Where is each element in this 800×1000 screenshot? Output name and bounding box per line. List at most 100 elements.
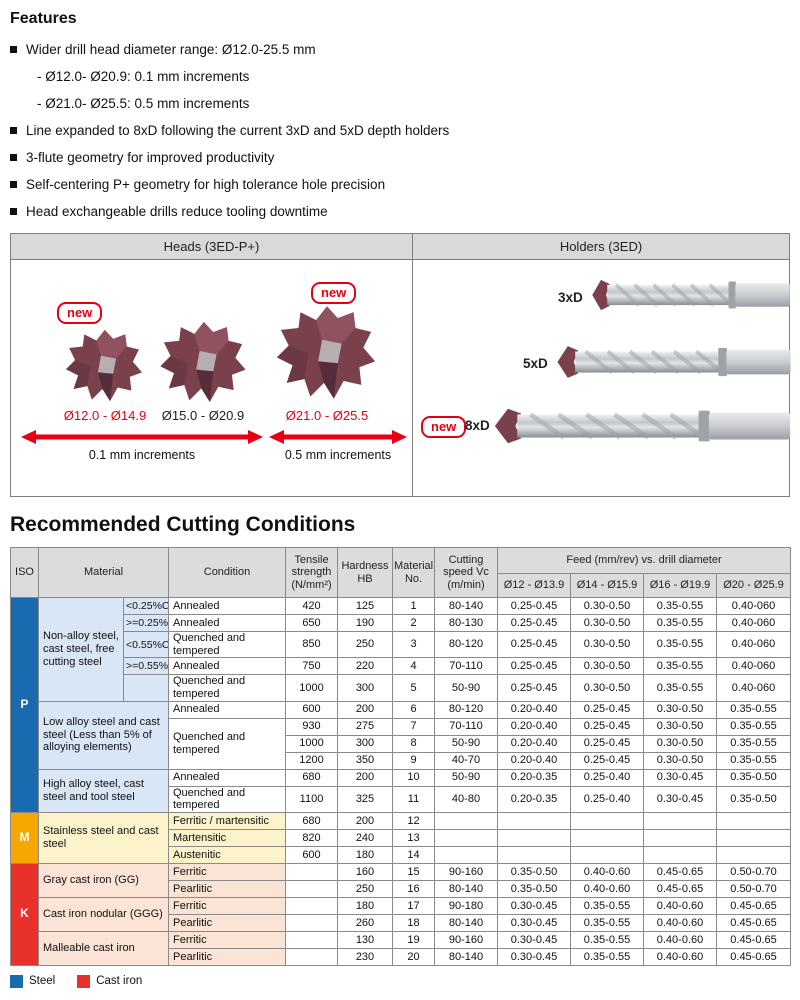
table-cell [434,828,498,847]
table-row: Martensitic 820 240 13 [11,828,792,847]
condition-cell: Ferritic [168,862,286,881]
table-cell: 0.35-0.55 [570,930,644,949]
table-cell: 0.20-0.40 [497,700,571,719]
table-cell: 0.30-0.45 [497,947,571,966]
increment-label-1: 0.1 mm increments [88,448,196,462]
table-cell: 1200 [285,751,338,770]
table-cell [643,811,717,830]
table-cell: 17 [392,896,435,915]
table-cell: 4 [392,657,435,676]
table-cell [643,828,717,847]
table-cell: 680 [285,811,338,830]
table-cell: 80-120 [434,630,498,659]
holders-panel-title: Holders (3ED) [559,239,643,254]
heads-holders-panel: Heads (3ED-P+) Holders (3ED) new new Ø12… [10,233,790,497]
table-cell: 0.45-0.65 [715,913,792,932]
cutting-conditions-table: ISO Material Condition Tensile strength … [10,547,792,966]
material-cell: Non-alloy steel, cast steel, free cuttin… [38,597,124,702]
table-cell [497,845,571,864]
condition-cell: Pearlitic [168,947,286,966]
iso-cell-k: K [10,862,39,966]
table-cell: 0.25-0.45 [497,630,571,659]
panel-body: new new Ø12.0 - Ø14.9 Ø15.0 - Ø20.9 Ø21.… [11,260,789,496]
col-header-feed-d20: Ø20 - Ø25.9 [715,573,792,598]
feature-item: Self-centering P+ geometry for high tole… [10,171,790,198]
table-row: >=0.55%CAnnealed750220470-1100.25-0.450.… [11,657,792,676]
table-cell: 1000 [285,674,338,702]
table-cell: 180 [337,896,393,915]
table-cell: 90-160 [434,930,498,949]
table-row: Pearlitic 260 18 80-140 0.30-0.45 0.35-0.55 0.… [11,913,792,932]
table-cell: 14 [392,845,435,864]
table-row: High alloy steel, cast steel and tool st… [11,768,792,813]
table-cell: 0.35-0.55 [715,751,792,770]
table-cell [285,930,338,949]
table-cell [643,845,717,864]
table-cell: 0.30-0.45 [497,913,571,932]
table-cell: 0.45-0.65 [643,862,717,881]
table-row: K Gray cast iron (GG) Ferritic 160 15 90-160 0… [10,862,792,966]
feature-text: - Ø21.0- Ø25.5: 0.5 mm increments [37,96,250,111]
table-cell: 7 [392,717,435,736]
carbon-cell: <0.25%C [123,597,169,615]
bullet-icon [10,208,17,215]
table-cell: 180 [337,845,393,864]
table-cell: 13 [392,828,435,847]
table-cell [715,845,792,864]
material-cell: Cast iron nodular (GGG) [38,896,169,932]
head-range-1: Ø12.0 - Ø14.9 [63,408,147,423]
condition-cell: Ferritic [168,930,286,949]
table-cell: 5 [392,674,435,702]
increment-arrow-left [21,430,263,444]
carbon-cell: <0.55%C [123,630,169,659]
table-cell: 0.30-0.50 [570,597,644,615]
heads-area: new new Ø12.0 - Ø14.9 Ø15.0 - Ø20.9 Ø21.… [11,260,413,496]
table-cell [285,947,338,966]
carbon-cell: >=0.25%C [123,614,169,632]
table-cell: 0.45-0.65 [715,947,792,966]
table-cell: 90-180 [434,896,498,915]
table-cell: 0.45-0.65 [715,930,792,949]
table-cell: 650 [285,614,338,632]
table-cell: 125 [337,597,393,615]
table-cell [285,879,338,898]
table-cell: 600 [285,845,338,864]
table-cell: 0.40-060 [715,630,792,659]
table-cell: 260 [337,913,393,932]
heads-panel-title: Heads (3ED-P+) [11,234,413,259]
table-cell: 0.35-0.50 [715,768,792,787]
legend-label: Cast iron [96,975,143,988]
table-cell: 300 [337,734,393,753]
condition-cell: Annealed [168,614,286,632]
table-cell: 200 [337,700,393,719]
cutting-table-body: P Non-alloy steel, cast steel, free cutti… [10,597,792,966]
table-cell: 40-70 [434,751,498,770]
table-cell: 40-80 [434,785,498,813]
table-cell: 0.35-0.55 [715,734,792,753]
table-cell: 90-160 [434,862,498,881]
table-cell: 300 [337,674,393,702]
table-cell: 750 [285,657,338,676]
table-cell: 230 [337,947,393,966]
material-cell: Malleable cast iron [38,930,169,966]
table-row: Quenched and tempered 1000 300 5 50-90 0.25-0… [11,674,792,702]
head-range-2: Ø15.0 - Ø20.9 [161,408,245,423]
table-cell: 850 [285,630,338,659]
bullet-icon [10,154,17,161]
table-cell: 0.25-0.45 [570,700,644,719]
table-cell: 12 [392,811,435,830]
drill-holder-image-3xd [591,274,791,316]
table-cell: 0.30-0.50 [643,751,717,770]
table-cell [570,845,644,864]
table-cell: 0.25-0.45 [497,614,571,632]
table-cell: 0.35-0.55 [643,597,717,615]
feature-subitem: - Ø12.0- Ø20.9: 0.1 mm increments [10,63,790,90]
table-cell: 0.30-0.50 [570,630,644,659]
table-cell: 0.25-0.45 [497,674,571,702]
table-cell: 50-90 [434,674,498,702]
table-cell: 0.30-0.45 [497,930,571,949]
table-cell: 80-120 [434,700,498,719]
legend-label: Steel [29,975,56,988]
material-cell: Gray cast iron (GG) [38,862,169,898]
carbon-cell [123,674,169,702]
